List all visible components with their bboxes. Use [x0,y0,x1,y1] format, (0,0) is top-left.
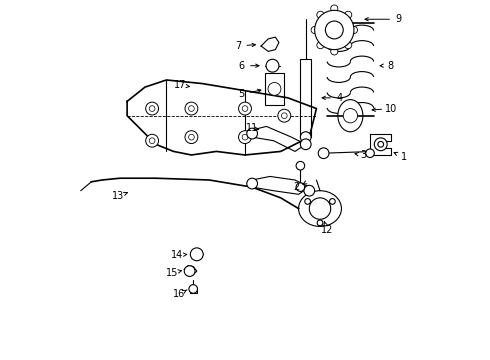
Circle shape [239,131,251,144]
Text: 1: 1 [401,152,407,162]
FancyBboxPatch shape [190,290,197,293]
Text: 5: 5 [238,89,245,99]
Text: 17: 17 [174,80,186,90]
Circle shape [185,131,198,144]
Circle shape [149,138,155,144]
Text: 16: 16 [173,289,185,299]
Circle shape [309,198,331,219]
Circle shape [305,199,311,204]
Circle shape [242,134,248,140]
Ellipse shape [338,100,363,132]
Text: 6: 6 [238,61,245,71]
Circle shape [317,41,324,49]
Circle shape [189,106,194,111]
Text: 14: 14 [171,250,183,260]
Circle shape [149,106,155,111]
Circle shape [344,11,352,18]
Circle shape [278,109,291,122]
Circle shape [146,134,159,147]
Circle shape [146,102,159,115]
Text: 12: 12 [321,225,333,235]
Text: 15: 15 [166,268,178,278]
Circle shape [281,113,287,118]
Circle shape [374,138,387,151]
Circle shape [189,285,197,293]
Circle shape [344,41,352,49]
Circle shape [268,82,281,95]
Circle shape [331,48,338,55]
FancyBboxPatch shape [265,73,284,105]
Text: 8: 8 [388,61,394,71]
Circle shape [296,183,305,192]
Circle shape [247,128,258,139]
Text: 7: 7 [235,41,241,51]
Circle shape [184,266,195,276]
Ellipse shape [298,191,342,226]
Circle shape [317,220,323,226]
Circle shape [304,185,315,196]
Circle shape [242,106,248,111]
Circle shape [331,5,338,12]
Circle shape [311,26,318,33]
Circle shape [318,148,329,158]
Circle shape [378,141,384,147]
FancyBboxPatch shape [300,59,311,137]
Text: 9: 9 [395,14,402,24]
Text: 11: 11 [246,123,258,133]
Circle shape [300,139,311,150]
Circle shape [189,134,194,140]
Text: 3: 3 [360,150,366,160]
Circle shape [350,26,358,33]
Circle shape [317,11,324,18]
Text: 13: 13 [112,191,124,201]
Circle shape [296,161,305,170]
Circle shape [343,109,358,123]
Circle shape [366,149,374,157]
Text: 10: 10 [385,104,397,113]
Text: 4: 4 [337,93,343,103]
Circle shape [330,199,335,204]
Circle shape [266,59,279,72]
Circle shape [239,102,251,115]
Circle shape [185,102,198,115]
Circle shape [247,178,258,189]
Circle shape [315,10,354,50]
Text: 2: 2 [294,182,300,192]
Circle shape [190,248,203,261]
Circle shape [300,132,311,143]
Circle shape [325,21,343,39]
